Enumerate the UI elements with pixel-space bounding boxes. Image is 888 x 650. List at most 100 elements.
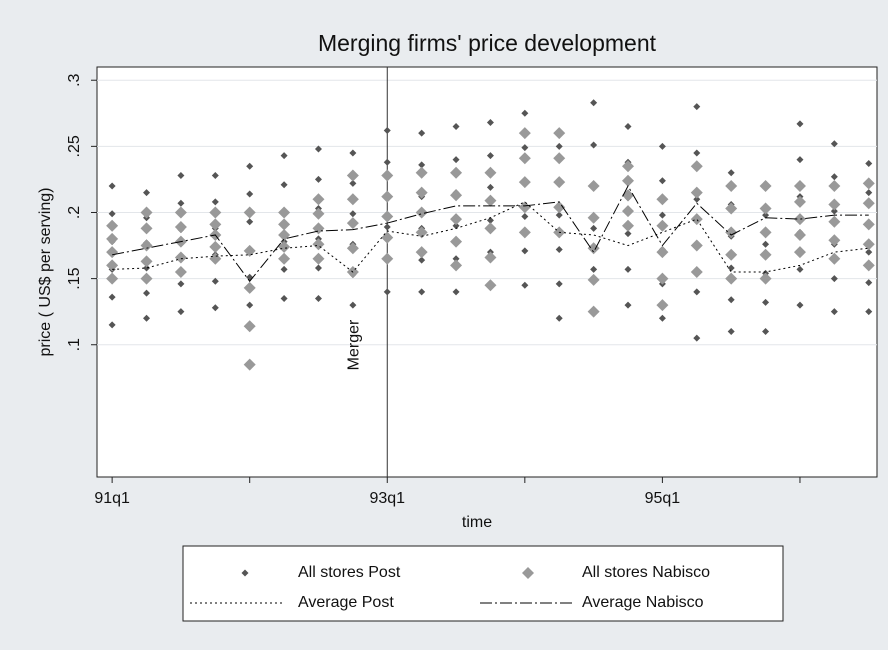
point [828,215,841,228]
point [418,256,426,264]
point [211,277,219,285]
point [590,224,598,232]
point [486,119,494,127]
point [658,314,666,322]
point [381,252,394,265]
point [418,288,426,296]
point [656,193,669,206]
point [280,294,288,302]
legend-label: Average Nabisco [582,594,704,611]
point [553,152,566,165]
y-tick-label: .2 [66,206,83,219]
point [793,228,806,241]
point [656,246,669,259]
point [759,226,772,239]
point [278,252,291,265]
point [346,242,359,255]
point [278,218,291,231]
point [452,288,460,296]
point [793,213,806,226]
point [793,180,806,193]
point [452,156,460,164]
point [793,195,806,208]
point [656,219,669,232]
point [381,169,394,182]
point [553,201,566,214]
x-tick-label: 95q1 [645,490,681,507]
point [450,189,463,202]
point [587,180,600,193]
point [796,301,804,309]
point [518,201,531,214]
point [624,301,632,309]
point [624,265,632,273]
point [555,314,563,322]
point [865,248,873,256]
point [622,174,635,187]
point [518,127,531,140]
point [622,219,635,232]
point [415,206,428,219]
point [450,259,463,272]
point [862,238,875,251]
point [725,248,738,261]
point [349,149,357,157]
point [246,190,254,198]
point [622,160,635,173]
point [727,264,735,272]
point [108,321,116,329]
point [108,293,116,301]
legend-marker [522,567,534,579]
annotation-label: Merger [345,319,362,370]
point [762,328,770,336]
point [243,244,256,257]
y-axis-label: price ( US$ per serving) [37,188,54,357]
point [243,358,256,371]
point [828,234,841,247]
point [484,222,497,235]
point [486,216,494,224]
point [725,180,738,193]
point [106,232,119,245]
point [622,205,635,218]
point [796,120,804,128]
point [418,161,426,169]
point [830,308,838,316]
point [521,212,529,220]
point [624,230,632,238]
point [486,183,494,191]
point [518,226,531,239]
point [108,182,116,190]
point [211,304,219,312]
point [106,272,119,285]
point [862,177,875,190]
point [140,206,153,219]
point [796,265,804,273]
chart-title: Merging firms' price development [318,30,657,56]
point [280,181,288,189]
point [415,166,428,179]
point [862,259,875,272]
x-tick-label: 91q1 [94,490,130,507]
point [312,252,325,265]
point [174,251,187,264]
point [209,252,222,265]
plot-area [96,66,878,478]
point [555,280,563,288]
point [693,334,701,342]
point [211,198,219,206]
point [346,217,359,230]
point [174,206,187,219]
point [725,202,738,215]
point [693,103,701,111]
legend-label: All stores Nabisco [582,564,710,581]
point [452,255,460,263]
point [143,314,151,322]
point [209,206,222,219]
point [693,288,701,296]
point [553,127,566,140]
point [865,160,873,168]
point [555,246,563,254]
point [830,275,838,283]
point [383,288,391,296]
